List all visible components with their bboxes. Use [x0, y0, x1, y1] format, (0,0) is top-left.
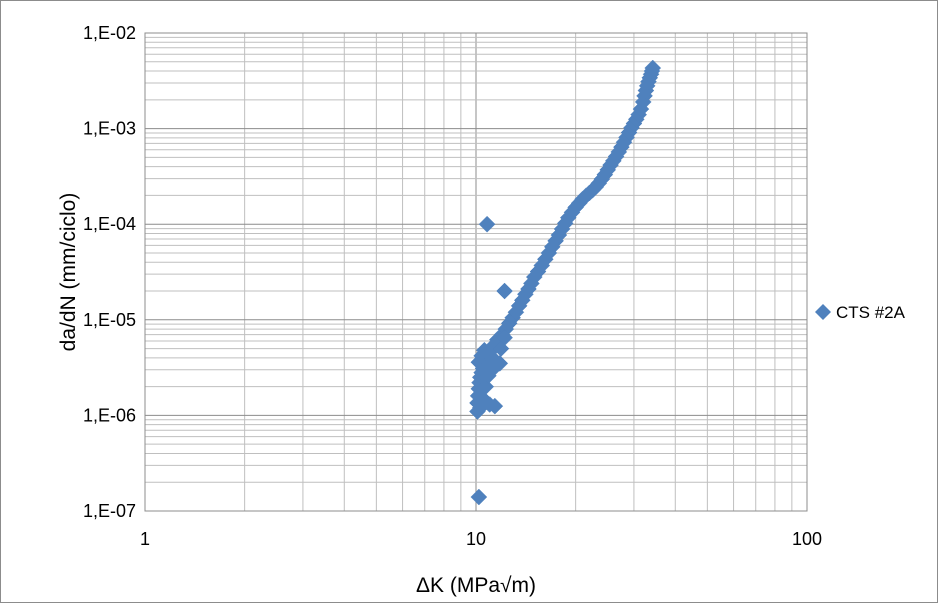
- x-tick-label: 100: [792, 529, 822, 549]
- tick-labels: 1 10 100 1,E-07 1,E-06 1,E-05 1,E-04 1,E-03 1,E-…: [83, 23, 822, 549]
- data-point: [491, 355, 509, 372]
- x-tick-label: 10: [466, 529, 486, 549]
- y-axis-title: da/dN (mm/ciclo): [57, 193, 80, 352]
- plot-area-border: [144, 32, 808, 512]
- data-points: [469, 59, 662, 506]
- y-tick-label: 1,E-05: [83, 310, 136, 330]
- y-tick-label: 1,E-07: [83, 501, 136, 521]
- legend-marker: [815, 304, 831, 320]
- y-tick-label: 1,E-02: [83, 23, 136, 43]
- x-axis-title: ΔK (MPa√m): [416, 574, 536, 597]
- data-point: [470, 488, 488, 506]
- data-point: [474, 390, 492, 407]
- data-point: [492, 340, 510, 357]
- legend: CTS #2A: [815, 303, 906, 322]
- data-point: [644, 59, 662, 77]
- legend-series-label: CTS #2A: [836, 303, 906, 322]
- x-tick-label: 1: [140, 529, 150, 549]
- y-tick-label: 1,E-04: [83, 214, 136, 234]
- y-tick-label: 1,E-03: [83, 119, 136, 139]
- data-point: [486, 397, 504, 415]
- data-point: [478, 215, 496, 233]
- data-point: [476, 341, 493, 359]
- data-point: [496, 282, 513, 300]
- grid: [144, 33, 807, 512]
- y-tick-label: 1,E-06: [83, 405, 136, 425]
